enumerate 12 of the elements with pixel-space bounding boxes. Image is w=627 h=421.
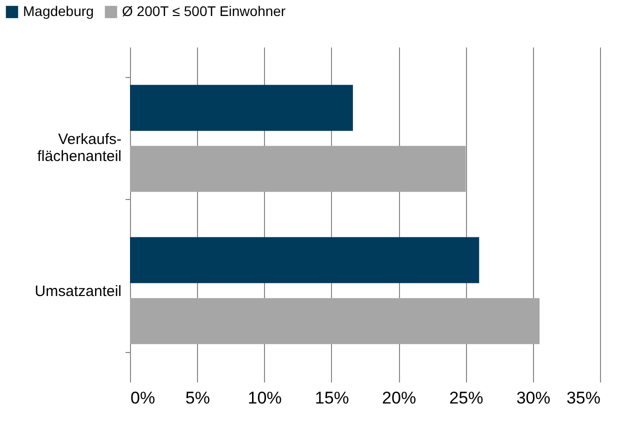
x-tick-label: 35% <box>566 388 600 408</box>
y-tick-label: Umsatzanteil <box>34 283 122 300</box>
x-tick-label: 30% <box>516 388 550 408</box>
legend-label: Magdeburg <box>23 3 94 19</box>
y-tick-label: Verkaufs- flächenanteil <box>37 130 122 165</box>
x-tick-label: 0% <box>130 388 156 408</box>
x-tick-label: 10% <box>248 388 282 408</box>
x-tick-label: 15% <box>314 388 349 408</box>
x-tick-label: 25% <box>449 388 484 408</box>
x-tick-label: 20% <box>382 388 416 408</box>
x-tick-label: 5% <box>185 388 210 408</box>
legend-label: Ø 200T ≤ 500T Einwohner <box>122 3 286 19</box>
